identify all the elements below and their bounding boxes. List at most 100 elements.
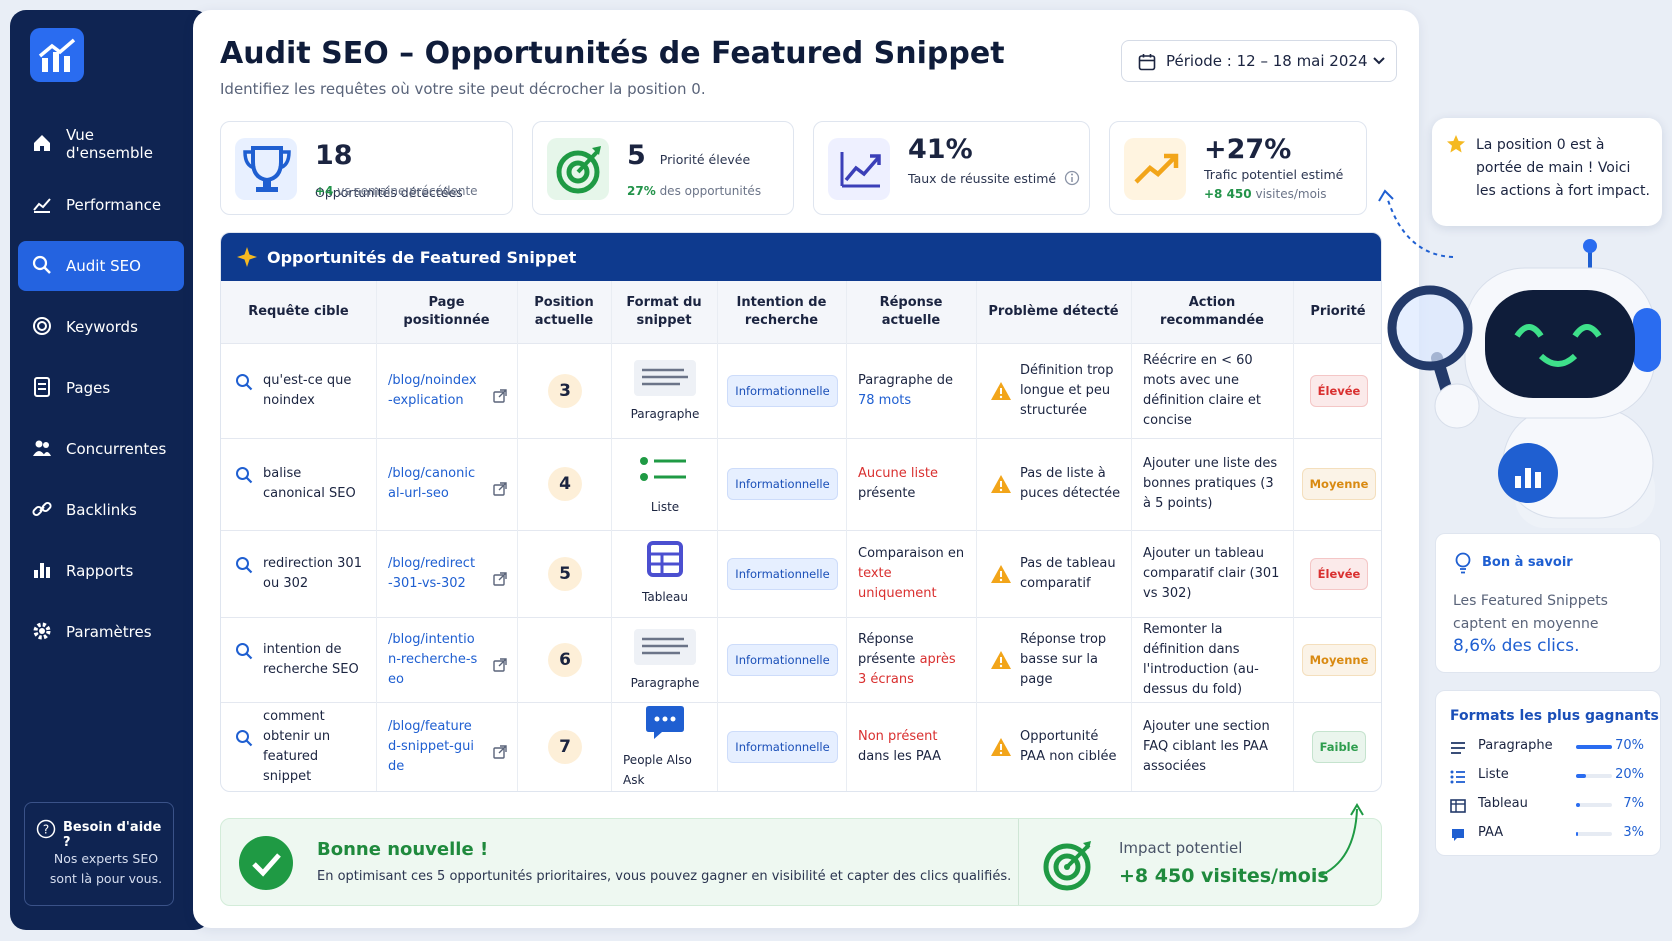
table-title: Opportunités de Featured Snippet <box>267 248 577 267</box>
nav-label: Rapports <box>66 562 134 580</box>
answer-cell: Non présent dans les PAA <box>858 702 966 791</box>
query: comment obtenir un featured snippet <box>263 709 331 784</box>
page-title: Audit SEO – Opportunités de Featured Sni… <box>220 36 1005 71</box>
tip-title: Bon à savoir <box>1482 555 1573 570</box>
kpi-icon <box>556 146 601 194</box>
warning-icon <box>991 381 1011 400</box>
query-cell: qu'est-ce que noindex <box>233 343 366 438</box>
query-cell: redirection 301 ou 302 <box>233 530 366 617</box>
format-cell: Liste <box>623 438 707 530</box>
kpi-value: +27% <box>1204 134 1292 165</box>
kpi-note-row: +8 450 visites/mois <box>1204 187 1327 201</box>
page-link[interactable]: /blog/noindex-explication <box>388 372 477 408</box>
priority-cell: Élevée <box>1305 343 1373 438</box>
col-line <box>1293 281 1294 791</box>
kpi-label: Trafic potentiel estimé <box>1204 167 1344 182</box>
format-name: Tableau <box>1478 796 1528 811</box>
page-link[interactable]: /blog/intention-recherche-seo <box>388 631 478 687</box>
nav-icon <box>34 563 50 578</box>
kpi-icon-box <box>1124 138 1186 200</box>
priority-cell: Faible <box>1305 702 1373 791</box>
formats-card: Formats les plus gagnants Paragraphe 70% L… <box>1435 690 1661 856</box>
bar-track <box>1576 803 1612 807</box>
column-header: Problème détecté <box>988 304 1119 319</box>
format-cell: Paragraphe <box>623 617 707 702</box>
nav-item[interactable]: Rapports <box>18 546 184 596</box>
robot-illustration <box>1387 239 1661 528</box>
bar <box>1576 803 1580 807</box>
answer-part: texte uniquement <box>858 565 937 601</box>
nav-item[interactable]: Performance <box>18 180 184 230</box>
answer-part: après 3 écrans <box>858 651 956 687</box>
external-link-icon <box>493 657 507 672</box>
action-cell: Ajouter une section FAQ ciblant les PAA … <box>1143 702 1283 791</box>
nav-item[interactable]: Paramètres <box>18 607 184 657</box>
answer-part: Aucune liste <box>858 466 938 481</box>
value-label: 20% <box>1615 767 1644 782</box>
problem: Pas de tableau comparatif <box>1020 555 1116 591</box>
answer-part: Non présent <box>858 729 938 744</box>
kpi-main: 5 Priorité élevée <box>627 140 789 171</box>
nav-item[interactable]: Pages <box>18 363 184 413</box>
column-header: Position actuelle <box>534 295 594 328</box>
position-badge: 5 <box>548 556 582 591</box>
column-header: Page positionnée <box>403 295 490 328</box>
format-icon <box>1450 799 1466 813</box>
intent-pill: Informationnelle <box>727 557 838 590</box>
kpi-icon <box>243 146 291 192</box>
table-card: Opportunités de Featured Snippet Requête… <box>220 232 1382 792</box>
page-cell: /blog/intention-recherche-seo <box>388 617 507 702</box>
page-link[interactable]: /blog/featured-snippet-guide <box>388 719 474 774</box>
format-icon <box>1451 742 1465 754</box>
kpi-icon <box>840 152 881 188</box>
nav-item[interactable]: Vue d'ensemble <box>18 119 184 169</box>
action: Ajouter une liste des bonnes pratiques (… <box>1143 456 1278 511</box>
format-label: People Also Ask <box>623 753 692 787</box>
external-link-icon <box>493 745 507 759</box>
nav-icon <box>33 317 51 335</box>
calendar-icon <box>1138 54 1156 71</box>
column-header: Intention de recherche <box>736 295 827 328</box>
page-cell: /blog/noindex-explication <box>388 343 507 438</box>
position-badge: 7 <box>548 730 582 764</box>
page-subtitle: Identifiez les requêtes où votre site pe… <box>220 80 706 98</box>
format-label: Paragraphe <box>630 406 700 421</box>
action-cell: Réécrire en < 60 mots avec une définitio… <box>1143 343 1283 438</box>
position-cell: 5 <box>529 530 601 617</box>
problem-cell: Réponse trop basse sur la page <box>988 617 1121 702</box>
nav-item[interactable]: Concurrentes <box>18 424 184 474</box>
info-icon <box>1064 170 1080 186</box>
page-link[interactable]: /blog/redirect-301-vs-302 <box>388 555 476 591</box>
format-label: Paragraphe <box>630 675 700 690</box>
format-icon <box>1452 829 1464 841</box>
answer-cell: Comparaison en texte uniquement <box>858 530 966 617</box>
kpi-main: +27% Trafic potentiel estimé <box>1204 134 1362 182</box>
row-line <box>221 617 1381 618</box>
help-title: Besoin d'aide ? <box>63 820 162 850</box>
answer-cell: Réponse présente après 3 écrans <box>858 617 966 702</box>
nav-item[interactable]: Keywords <box>18 302 184 352</box>
svg-text:?: ? <box>43 823 49 837</box>
problem-cell: Pas de liste à puces détectée <box>988 438 1121 530</box>
kpi-delta: 27% <box>627 184 656 198</box>
format-icon <box>1450 770 1465 784</box>
column-header: Action recommandée <box>1160 295 1264 328</box>
kpi-delta: +8 450 <box>1204 187 1252 201</box>
col-line <box>717 281 718 791</box>
page-link[interactable]: /blog/canonical-url-seo <box>388 466 476 501</box>
bar-track <box>1576 774 1612 778</box>
intent-cell: Informationnelle <box>727 438 838 530</box>
nav-item[interactable]: Backlinks <box>18 485 184 535</box>
nav-item[interactable]: Audit SEO <box>18 241 184 291</box>
priority-cell: Élevée <box>1305 530 1373 617</box>
position-cell: 7 <box>529 702 601 791</box>
problem: Réponse trop basse sur la page <box>1020 631 1107 687</box>
answer-part: Réponse présente <box>858 631 916 667</box>
column-header: Priorité <box>1310 304 1366 319</box>
column-header: Réponse actuelle <box>879 295 943 328</box>
problem: Opportunité PAA non ciblée <box>1020 729 1117 764</box>
format-cell: Tableau <box>623 530 707 617</box>
action-cell: Remonter la définition dans l'introducti… <box>1143 617 1283 702</box>
kpi-card: 18 Opportunités détectées +4 vs semaine pr… <box>220 121 513 215</box>
period-picker[interactable]: Période : 12 – 18 mai 2024 <box>1121 40 1397 82</box>
